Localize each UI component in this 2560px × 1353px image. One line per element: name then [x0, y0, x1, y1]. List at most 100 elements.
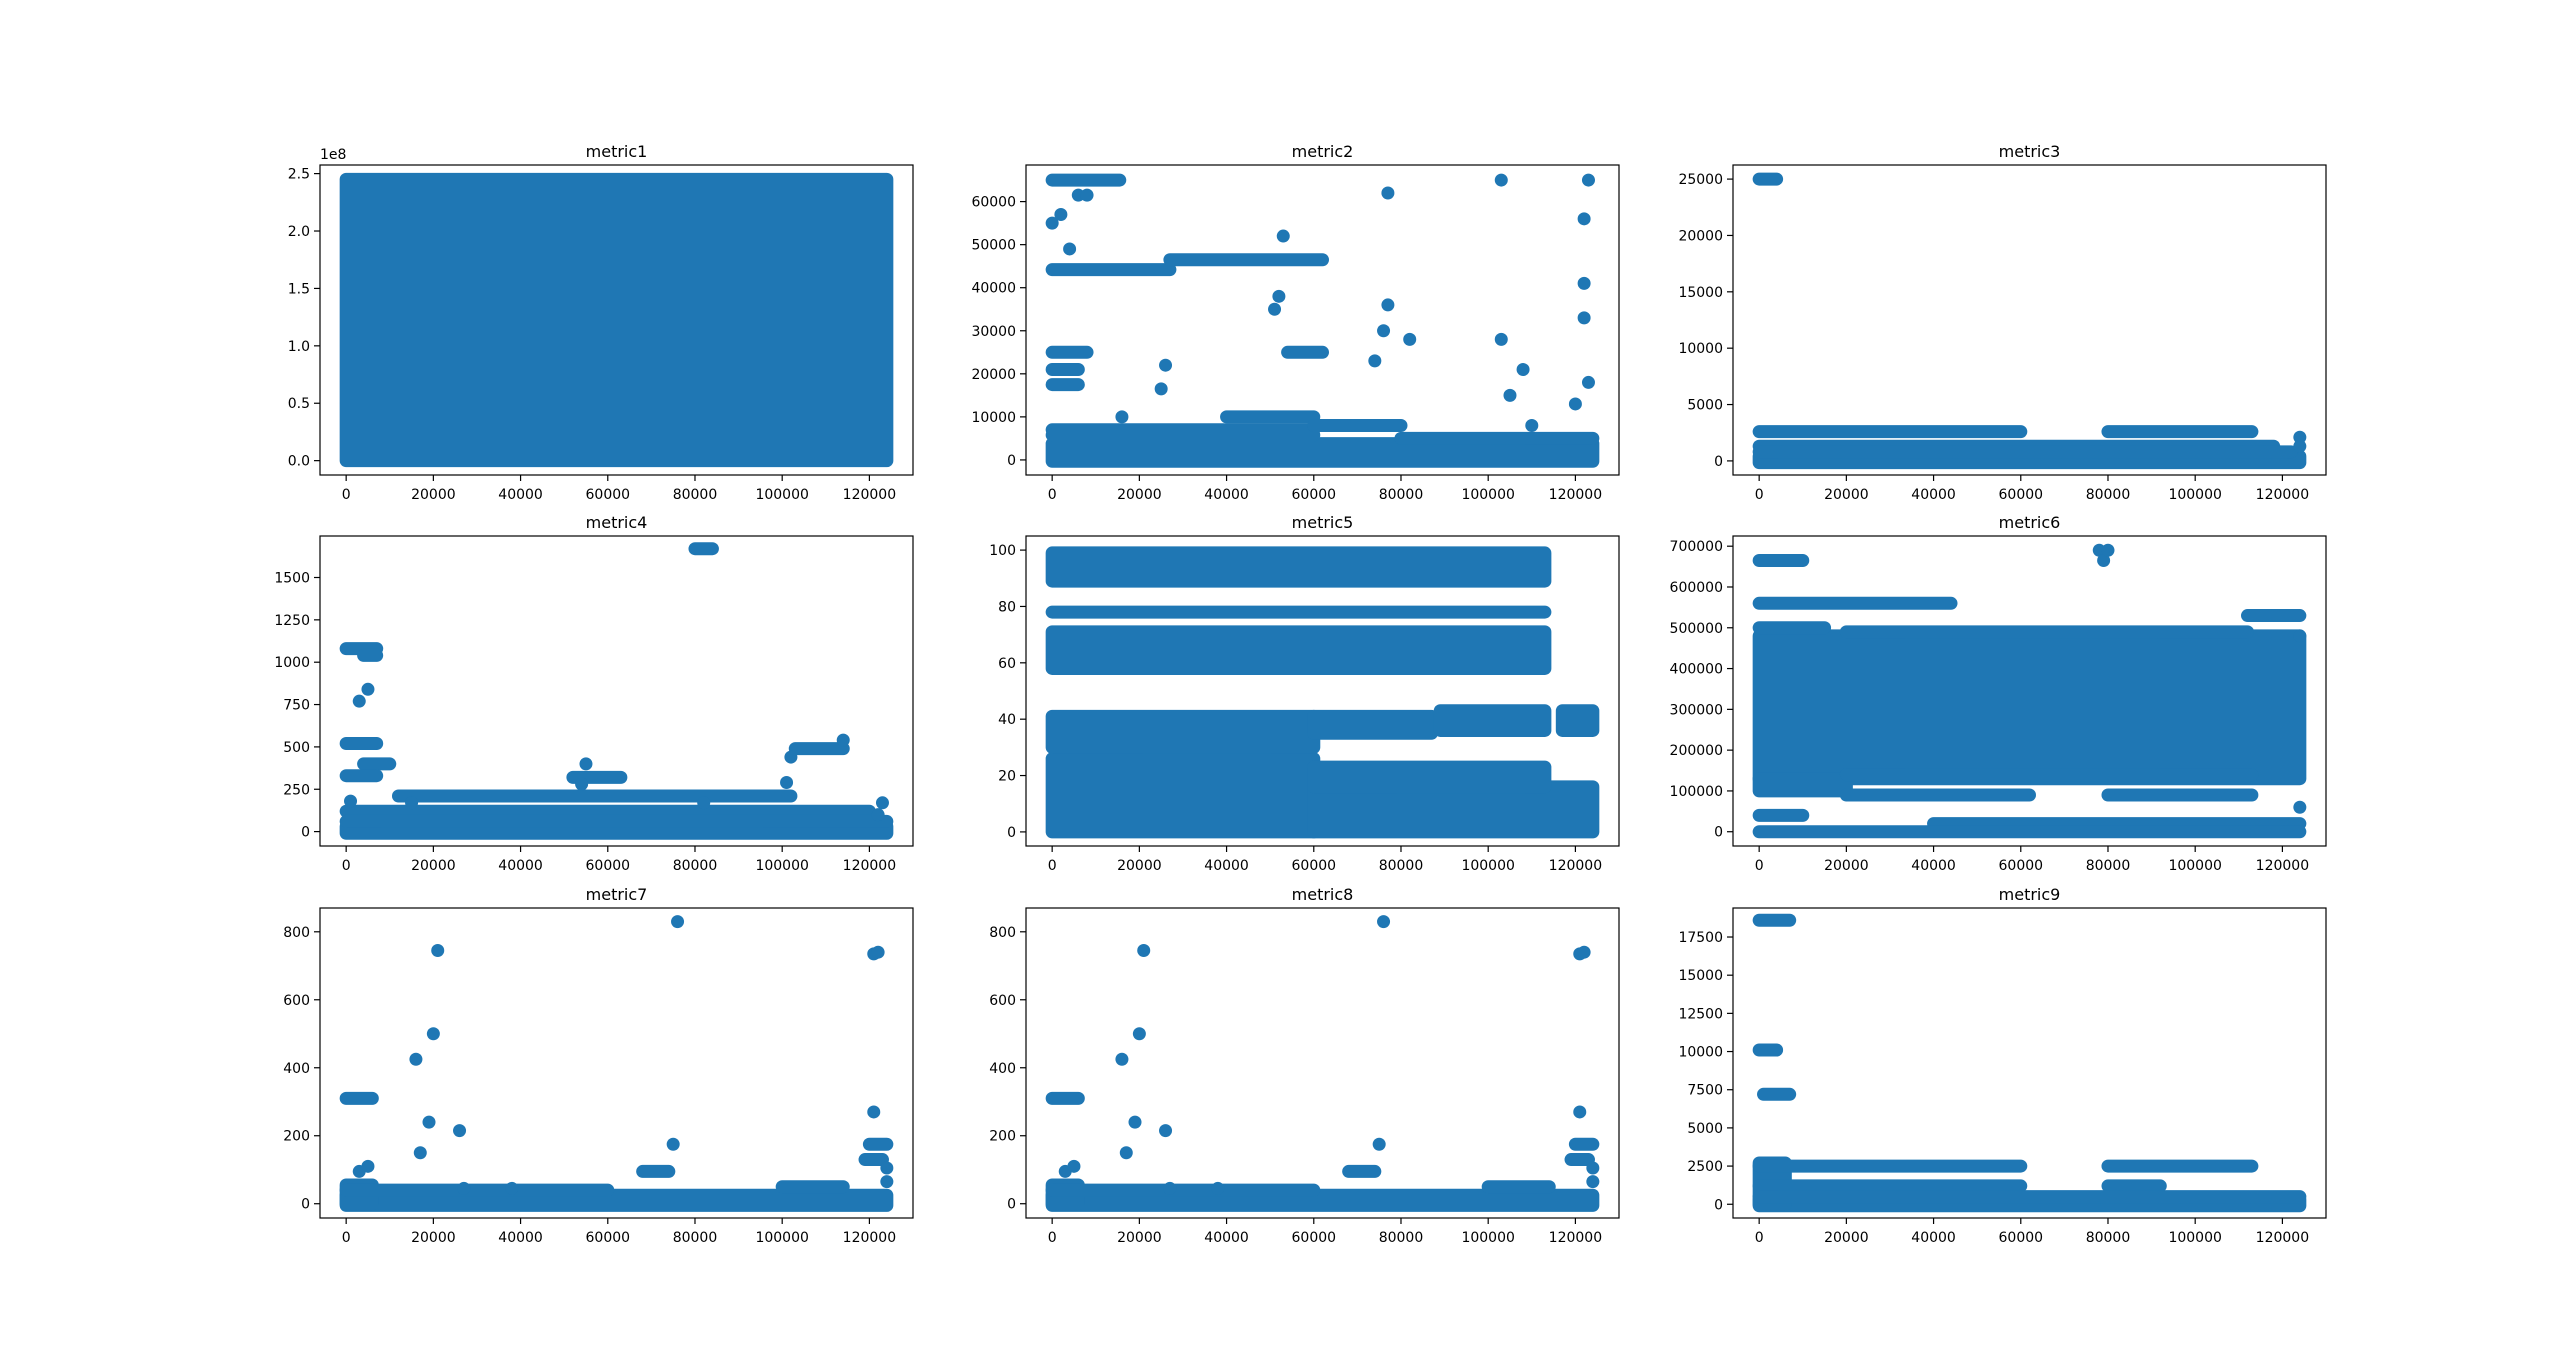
y-tick-label: 17500	[1678, 930, 1723, 946]
x-tick-label: 0	[342, 487, 351, 503]
dense-point-band	[1045, 752, 1321, 839]
subplot-title: metric3	[1999, 142, 2061, 161]
y-tick-label: 20000	[1678, 228, 1723, 244]
data-point	[1276, 229, 1290, 243]
y-tick-label: 15000	[1678, 285, 1723, 301]
x-tick-label: 60000	[586, 487, 631, 503]
data-point	[1067, 1159, 1081, 1173]
data-point	[1494, 173, 1508, 187]
data-point	[1372, 1137, 1386, 1151]
plot-area	[1752, 913, 2307, 1213]
data-point	[1154, 382, 1168, 396]
x-tick-label: 40000	[1911, 1230, 1956, 1246]
x-tick-label: 100000	[755, 858, 808, 874]
data-point	[1268, 302, 1282, 316]
subplot-title: metric1	[586, 142, 648, 161]
subplot-title: metric9	[1999, 885, 2061, 904]
y-tick-label: 60000	[971, 195, 1016, 211]
y-tick-label: 1500	[274, 571, 310, 587]
x-tick-label: 0	[1048, 487, 1057, 503]
y-tick-label: 1.5	[288, 281, 310, 297]
y-tick-label: 0	[1714, 825, 1723, 841]
data-point	[2293, 439, 2307, 453]
x-tick-label: 20000	[411, 1230, 456, 1246]
axes-frame	[1025, 907, 1620, 1219]
dense-point-band	[339, 172, 894, 468]
x-tick-label: 40000	[1204, 487, 1249, 503]
data-point	[453, 1124, 467, 1138]
y-tick-label: 30000	[971, 324, 1016, 340]
data-point	[1568, 397, 1582, 411]
y-tick-label: 0	[1007, 825, 1016, 841]
data-point	[1403, 332, 1417, 346]
data-point	[1577, 311, 1591, 325]
data-point	[579, 757, 593, 771]
data-point	[1377, 324, 1391, 338]
axes-frame	[1732, 535, 2327, 847]
x-tick-label: 20000	[1824, 858, 1869, 874]
data-point	[1586, 1161, 1600, 1175]
x-tick-label: 100000	[2168, 858, 2221, 874]
data-point	[1163, 1181, 1177, 1195]
data-point	[1573, 1105, 1587, 1119]
x-tick-label: 40000	[498, 487, 543, 503]
x-tick-label: 40000	[1911, 487, 1956, 503]
y-tick-label: 700000	[1670, 539, 1723, 555]
axes-frame	[1025, 164, 1620, 476]
y-tick-label: 40	[998, 712, 1016, 728]
x-tick-label: 120000	[1549, 487, 1602, 503]
data-point	[1586, 1175, 1600, 1189]
y-tick-label: 200000	[1670, 743, 1723, 759]
y-tick-label: 100	[989, 543, 1016, 559]
y-tick-label: 2.5	[288, 167, 310, 183]
axes-frame	[319, 164, 914, 476]
x-tick-label: 20000	[1824, 1230, 1869, 1246]
data-point	[1115, 410, 1129, 424]
subplot-metric1: 0 20000 40000 60000 80000 100000 120000 0.0 0.5 1…	[288, 142, 914, 503]
x-tick-label: 100000	[1461, 487, 1514, 503]
x-tick-label: 60000	[1999, 858, 2044, 874]
y-tick-label: 250	[283, 782, 310, 798]
y-offset-label: 1e8	[320, 147, 346, 163]
x-tick-label: 20000	[1117, 487, 1162, 503]
plot-area	[1752, 172, 2307, 470]
y-tick-label: 400000	[1670, 662, 1723, 678]
y-tick-label: 80	[998, 599, 1016, 615]
x-tick-label: 100000	[1461, 1230, 1514, 1246]
data-point	[1054, 208, 1068, 222]
subplot-metric3: 0 20000 40000 60000 80000 100000 120000 0 5000 10…	[1678, 142, 2327, 503]
x-tick-label: 40000	[1204, 858, 1249, 874]
data-point	[671, 915, 685, 929]
dense-point-band	[1555, 704, 1600, 737]
data-point	[2101, 543, 2115, 557]
dense-point-band	[1307, 760, 1552, 794]
y-tick-label: 0.0	[288, 454, 310, 470]
data-point	[780, 775, 794, 789]
y-tick-label: 500	[283, 740, 310, 756]
dense-point-band	[1307, 709, 1439, 740]
x-tick-label: 0	[342, 858, 351, 874]
x-tick-label: 20000	[411, 858, 456, 874]
data-point	[413, 1146, 427, 1160]
x-tick-label: 120000	[2256, 858, 2309, 874]
data-point	[352, 694, 366, 708]
data-point	[1503, 388, 1517, 402]
axes-frame	[1025, 535, 1620, 847]
data-point	[1577, 276, 1591, 290]
x-tick-label: 0	[1755, 1230, 1764, 1246]
x-tick-label: 20000	[1117, 1230, 1162, 1246]
y-tick-label: 1000	[274, 655, 310, 671]
x-tick-label: 60000	[1999, 1230, 2044, 1246]
subplot-metric6: 0 20000 40000 60000 80000 100000 120000 0 100000…	[1670, 513, 2327, 874]
subplot-title: metric2	[1292, 142, 1354, 161]
x-tick-label: 60000	[586, 858, 631, 874]
y-tick-label: 7500	[1687, 1083, 1723, 1099]
x-tick-label: 120000	[843, 1230, 896, 1246]
data-point	[1128, 1115, 1142, 1129]
y-tick-label: 400	[989, 1061, 1016, 1077]
data-point	[409, 1052, 423, 1066]
x-tick-label: 80000	[2086, 487, 2131, 503]
data-point	[1211, 1181, 1225, 1195]
x-tick-label: 0	[1048, 1230, 1057, 1246]
x-tick-label: 0	[1755, 858, 1764, 874]
